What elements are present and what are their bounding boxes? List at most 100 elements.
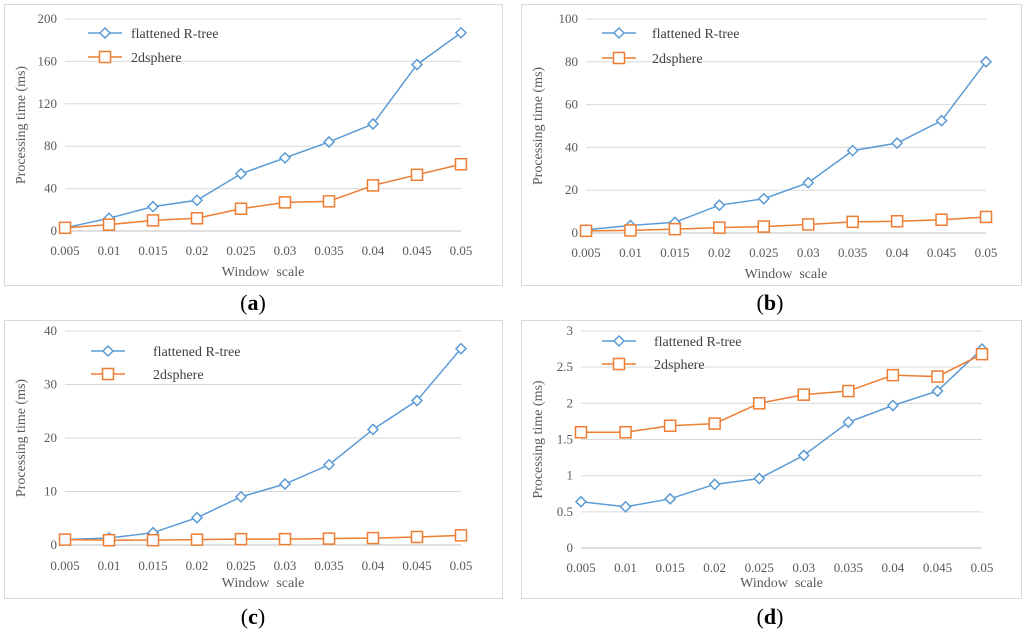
- data-point-2dsphere: [278, 196, 292, 209]
- data-point-2dsphere: [708, 417, 721, 430]
- x-tick-label: 0.025: [749, 245, 778, 260]
- data-point-flattened-r-tree: [278, 477, 292, 491]
- x-tick-label: 0.005: [571, 245, 600, 260]
- data-point-2dsphere: [752, 397, 766, 410]
- x-tick-label: 0.045: [402, 243, 431, 258]
- x-tick-label: 0.04: [362, 558, 385, 573]
- y-tick-label: 0: [51, 537, 58, 552]
- data-point-2dsphere: [797, 388, 811, 401]
- legend-marker: [98, 50, 112, 64]
- data-point-2dsphere: [410, 168, 424, 182]
- data-point-2dsphere: [278, 532, 292, 546]
- data-point-2dsphere: [322, 195, 336, 208]
- x-tick-label: 0.025: [226, 243, 255, 258]
- data-point-2dsphere: [366, 179, 380, 192]
- x-tick-label: 0.03: [274, 243, 297, 258]
- x-tick-label: 0.01: [98, 558, 121, 573]
- data-point-2dsphere: [668, 222, 682, 236]
- y-tick-label: 0: [51, 223, 58, 238]
- data-point-flattened-r-tree: [753, 472, 766, 485]
- chart-panel-d: 0 0.5 1 1.5 2 2.5 3 0.005 0.01 0.015 0.02 0.025 0.03…: [521, 320, 1022, 599]
- y-tick-label: 30: [44, 377, 57, 392]
- data-point-2dsphere: [574, 426, 588, 439]
- x-tick-label: 0.045: [923, 560, 952, 575]
- legend-label: 2dsphere: [654, 358, 705, 373]
- x-tick-label: 0.02: [703, 560, 726, 575]
- x-tick-label: 0.04: [362, 243, 385, 258]
- x-tick-label: 0.005: [566, 560, 595, 575]
- data-point-flattened-r-tree: [713, 199, 726, 212]
- data-point-2dsphere: [579, 224, 593, 238]
- data-point-2dsphere: [146, 533, 160, 547]
- y-axis-title: Processing time (ms): [531, 380, 546, 499]
- data-point-flattened-r-tree: [757, 192, 770, 205]
- data-point-flattened-r-tree: [454, 342, 468, 355]
- data-point-flattened-r-tree: [846, 144, 859, 157]
- data-point-2dsphere: [454, 529, 468, 542]
- y-tick-label: 60: [565, 97, 578, 112]
- x-tick-label: 0.01: [98, 243, 121, 258]
- data-point-flattened-r-tree: [190, 194, 204, 207]
- y-tick-label: 40: [44, 181, 57, 196]
- data-point-flattened-r-tree: [366, 423, 380, 436]
- panel-label-a: (a): [240, 290, 266, 315]
- data-point-2dsphere: [842, 384, 855, 398]
- data-point-flattened-r-tree: [574, 495, 588, 508]
- x-tick-label: 0.025: [745, 560, 774, 575]
- legend-label: flattened R-tree: [654, 335, 741, 350]
- data-point-flattened-r-tree: [802, 176, 815, 189]
- x-tick-label: 0.01: [614, 560, 637, 575]
- x-tick-label: 0.04: [886, 245, 909, 260]
- x-tick-label: 0.02: [186, 243, 209, 258]
- x-tick-label: 0.03: [274, 558, 297, 573]
- data-point-2dsphere: [410, 530, 424, 544]
- x-tick-label: 0.03: [797, 245, 820, 260]
- data-point-2dsphere: [846, 215, 859, 229]
- data-point-flattened-r-tree: [410, 58, 424, 71]
- y-tick-label: 1: [567, 468, 574, 483]
- series-line-2dsphere: [581, 353, 983, 434]
- chart-c-svg: 0 10 20 30 40 0.005 0.01 0.015 0.02 0.025 0.03 0.03…: [14, 323, 472, 591]
- legend-marker: [101, 367, 115, 381]
- y-tick-label: 2.5: [557, 359, 573, 374]
- legend-label: flattened R-tree: [652, 27, 739, 42]
- x-tick-label: 0.04: [882, 560, 905, 575]
- data-point-2dsphere: [234, 532, 248, 546]
- x-tick-label: 0.03: [792, 560, 815, 575]
- y-tick-label: 40: [44, 323, 57, 338]
- x-tick-label: 0.035: [314, 243, 343, 258]
- x-axis-title: Window scale: [222, 576, 305, 591]
- y-tick-label: 3: [567, 323, 574, 338]
- x-tick-label: 0.02: [708, 245, 731, 260]
- x-tick-label: 0.05: [450, 243, 473, 258]
- y-tick-label: 40: [565, 139, 578, 154]
- data-point-flattened-r-tree: [190, 511, 204, 524]
- data-point-2dsphere: [58, 533, 72, 546]
- data-point-2dsphere: [454, 157, 468, 171]
- y-tick-label: 0: [567, 540, 574, 555]
- data-point-flattened-r-tree: [891, 137, 904, 150]
- data-point-2dsphere: [931, 370, 944, 383]
- x-tick-label: 0.035: [834, 560, 863, 575]
- data-point-2dsphere: [979, 210, 993, 224]
- legend-label: 2dsphere: [652, 52, 703, 67]
- y-axis-title: Processing time (ms): [531, 67, 546, 186]
- data-point-flattened-r-tree: [935, 114, 948, 127]
- data-point-2dsphere: [234, 202, 248, 215]
- data-point-2dsphere: [713, 221, 726, 234]
- chart-a-svg: 0 40 80 120 160 200 0.005 0.01 0.015 0.02 0.025 0.0…: [14, 11, 473, 280]
- x-tick-label: 0.045: [402, 558, 431, 573]
- data-point-2dsphere: [102, 533, 116, 547]
- legend-label: 2dsphere: [131, 51, 182, 66]
- data-point-2dsphere: [102, 218, 116, 231]
- series-line-flattened-r-tree: [64, 348, 462, 541]
- data-point-2dsphere: [757, 220, 771, 233]
- legend-marker: [101, 344, 115, 358]
- data-point-2dsphere: [801, 218, 815, 231]
- x-tick-label: 0.015: [655, 560, 684, 575]
- y-tick-label: 20: [44, 430, 57, 445]
- legend-label: 2dsphere: [153, 368, 204, 383]
- data-point-flattened-r-tree: [278, 151, 292, 164]
- x-tick-label: 0.005: [50, 243, 79, 258]
- data-point-flattened-r-tree: [322, 135, 336, 149]
